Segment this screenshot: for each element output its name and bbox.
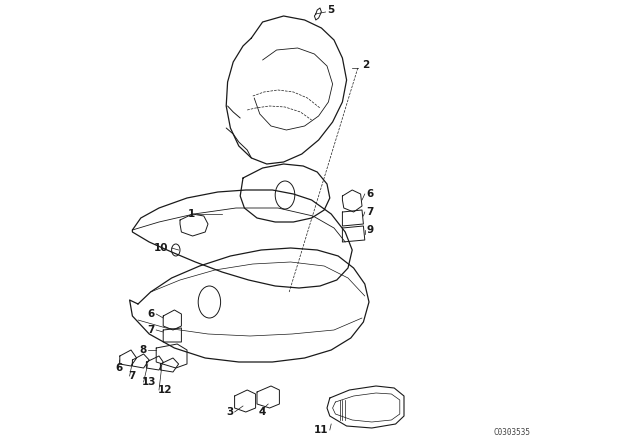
Text: 1: 1 bbox=[188, 209, 195, 219]
Text: 6: 6 bbox=[366, 189, 374, 199]
Text: 11: 11 bbox=[314, 425, 328, 435]
Text: 7: 7 bbox=[366, 207, 374, 217]
Text: 9: 9 bbox=[366, 225, 373, 235]
Text: 10: 10 bbox=[154, 243, 169, 253]
Text: 4: 4 bbox=[259, 407, 266, 417]
Text: 12: 12 bbox=[157, 385, 172, 395]
Text: 6: 6 bbox=[148, 309, 155, 319]
Text: 3: 3 bbox=[226, 407, 233, 417]
Text: 8: 8 bbox=[139, 345, 147, 355]
Text: 5: 5 bbox=[327, 5, 334, 15]
Text: 7: 7 bbox=[147, 325, 155, 335]
Text: 7: 7 bbox=[128, 371, 136, 381]
Text: C0303535: C0303535 bbox=[494, 427, 531, 436]
Text: 2: 2 bbox=[362, 60, 369, 70]
Text: 13: 13 bbox=[142, 377, 157, 387]
Text: 6: 6 bbox=[116, 363, 123, 373]
